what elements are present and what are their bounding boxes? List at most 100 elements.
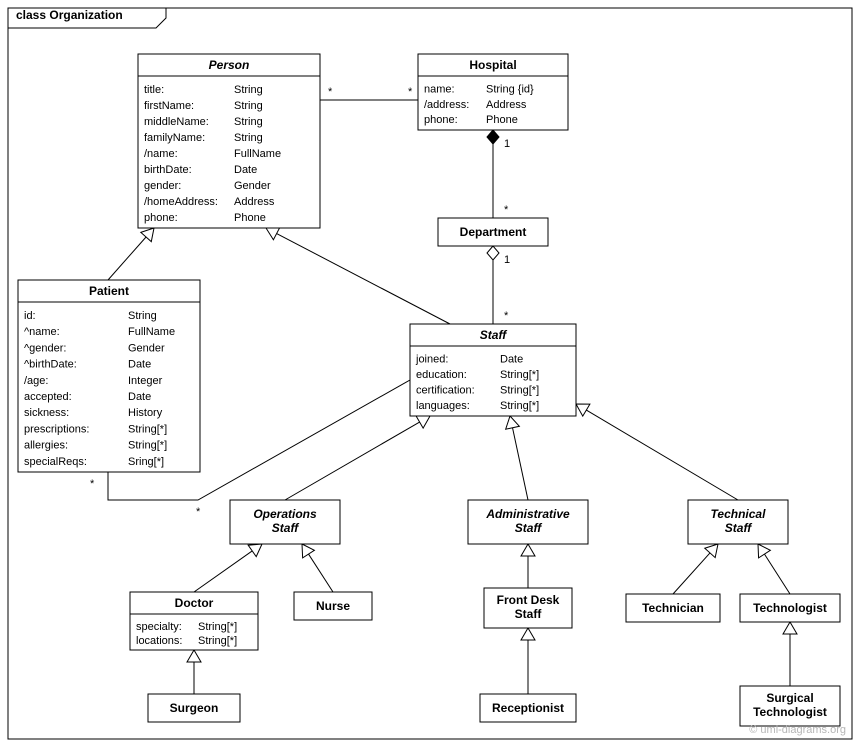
class-title: Technician xyxy=(642,601,704,615)
attr-type: Date xyxy=(500,354,523,366)
class-TechnicalStaff: TechnicalStaff xyxy=(688,500,788,544)
attr-name: accepted: xyxy=(24,391,72,403)
multiplicity: 1 xyxy=(504,254,510,266)
attr-type: Integer xyxy=(128,375,163,387)
class-title: Front Desk xyxy=(497,593,560,607)
attr-name: specialReqs: xyxy=(24,456,87,468)
class-title: Hospital xyxy=(469,58,516,72)
attr-name: locations: xyxy=(136,635,182,647)
attr-type: String[*] xyxy=(500,369,539,381)
attr-type: Date xyxy=(234,164,257,176)
class-title: Staff xyxy=(515,521,542,535)
class-title: Staff xyxy=(515,607,543,621)
attr-type: History xyxy=(128,407,163,419)
multiplicity: * xyxy=(408,86,413,98)
multiplicity: * xyxy=(328,86,333,98)
attr-type: FullName xyxy=(234,148,281,160)
attr-name: prescriptions: xyxy=(24,423,89,435)
attr-name: sickness: xyxy=(24,407,69,419)
class-Hospital: Hospital name: String {id} /address: Address… xyxy=(418,54,568,130)
attr-type: String {id} xyxy=(486,84,534,96)
uml-class-diagram: class Organization * * 1 * 1 * * * Person title: St… xyxy=(0,0,860,747)
class-title: Operations xyxy=(253,507,317,521)
multiplicity: * xyxy=(90,478,95,490)
attr-name: birthDate: xyxy=(144,164,192,176)
attr-name: phone: xyxy=(144,212,178,224)
attr-type: Sring[*] xyxy=(128,456,164,468)
attr-name: name: xyxy=(424,84,455,96)
multiplicity: 1 xyxy=(504,138,510,150)
class-Doctor: Doctor specialty: String[*] locations: Strin… xyxy=(130,592,258,650)
attr-type: Gender xyxy=(128,342,165,354)
attr-type: String[*] xyxy=(198,621,237,633)
attr-name: title: xyxy=(144,84,164,96)
attr-type: String xyxy=(234,116,263,128)
attr-name: /address: xyxy=(424,99,469,111)
attr-name: gender: xyxy=(144,180,181,192)
class-Technician: Technician xyxy=(626,594,720,622)
class-title: Doctor xyxy=(175,596,214,610)
class-title: Patient xyxy=(89,284,129,298)
frame-label: class Organization xyxy=(16,8,123,22)
attr-name: familyName: xyxy=(144,132,205,144)
class-OperationsStaff: OperationsStaff xyxy=(230,500,340,544)
attr-type: String[*] xyxy=(128,423,167,435)
attr-type: String xyxy=(128,310,157,322)
attr-name: ^birthDate: xyxy=(24,359,77,371)
class-AdministrativeStaff: AdministrativeStaff xyxy=(468,500,588,544)
attr-name: specialty: xyxy=(136,621,182,633)
class-Patient: Patient id: String ^name: FullName ^gender: Ge… xyxy=(18,280,200,472)
class-Staff: Staff joined: Date education: String[*] certi… xyxy=(410,324,576,416)
class-Department: Department xyxy=(438,218,548,246)
class-title: Surgical xyxy=(766,691,813,705)
class-title: Person xyxy=(209,58,250,72)
attr-type: String xyxy=(234,84,263,96)
attr-name: middleName: xyxy=(144,116,209,128)
attr-type: FullName xyxy=(128,326,175,338)
class-title: Surgeon xyxy=(170,701,219,715)
attr-type: Date xyxy=(128,359,151,371)
multiplicity: * xyxy=(196,506,201,518)
watermark: © uml-diagrams.org xyxy=(749,724,846,736)
attr-name: certification: xyxy=(416,385,475,397)
attr-name: languages: xyxy=(416,400,470,412)
multiplicity: * xyxy=(504,204,509,216)
class-title: Nurse xyxy=(316,599,350,613)
attr-name: ^name: xyxy=(24,326,60,338)
attr-name: phone: xyxy=(424,114,458,126)
multiplicity: * xyxy=(504,310,509,322)
class-Nurse: Nurse xyxy=(294,592,372,620)
attr-name: allergies: xyxy=(24,440,68,452)
attr-type: Address xyxy=(234,196,275,208)
attr-type: String xyxy=(234,100,263,112)
attr-type: String[*] xyxy=(500,400,539,412)
class-title: Administrative xyxy=(485,507,570,521)
attr-name: firstName: xyxy=(144,100,194,112)
attr-name: id: xyxy=(24,310,36,322)
class-title: Staff xyxy=(272,521,299,535)
class-Surgeon: Surgeon xyxy=(148,694,240,722)
class-title: Technologist xyxy=(753,705,827,719)
attr-type: String[*] xyxy=(198,635,237,647)
class-title: Staff xyxy=(480,328,507,342)
attr-name: education: xyxy=(416,369,467,381)
class-SurgicalTechnologist: SurgicalTechnologist xyxy=(740,686,840,726)
class-title: Receptionist xyxy=(492,701,564,715)
class-FrontDeskStaff: Front DeskStaff xyxy=(484,588,572,628)
class-title: Staff xyxy=(725,521,752,535)
class-Technologist: Technologist xyxy=(740,594,840,622)
attr-name: /name: xyxy=(144,148,178,160)
class-title: Technical xyxy=(711,507,767,521)
attr-type: Address xyxy=(486,99,527,111)
attr-name: /homeAddress: xyxy=(144,196,218,208)
attr-type: String xyxy=(234,132,263,144)
class-Person: Person title: String firstName: String middle… xyxy=(138,54,320,228)
diagram-canvas: class Organization * * 1 * 1 * * * Person title: St… xyxy=(0,0,860,747)
attr-name: ^gender: xyxy=(24,342,66,354)
attr-name: joined: xyxy=(415,354,448,366)
class-Receptionist: Receptionist xyxy=(480,694,576,722)
attr-type: String[*] xyxy=(500,385,539,397)
attr-type: Gender xyxy=(234,180,271,192)
class-title: Department xyxy=(460,225,527,239)
attr-type: Date xyxy=(128,391,151,403)
